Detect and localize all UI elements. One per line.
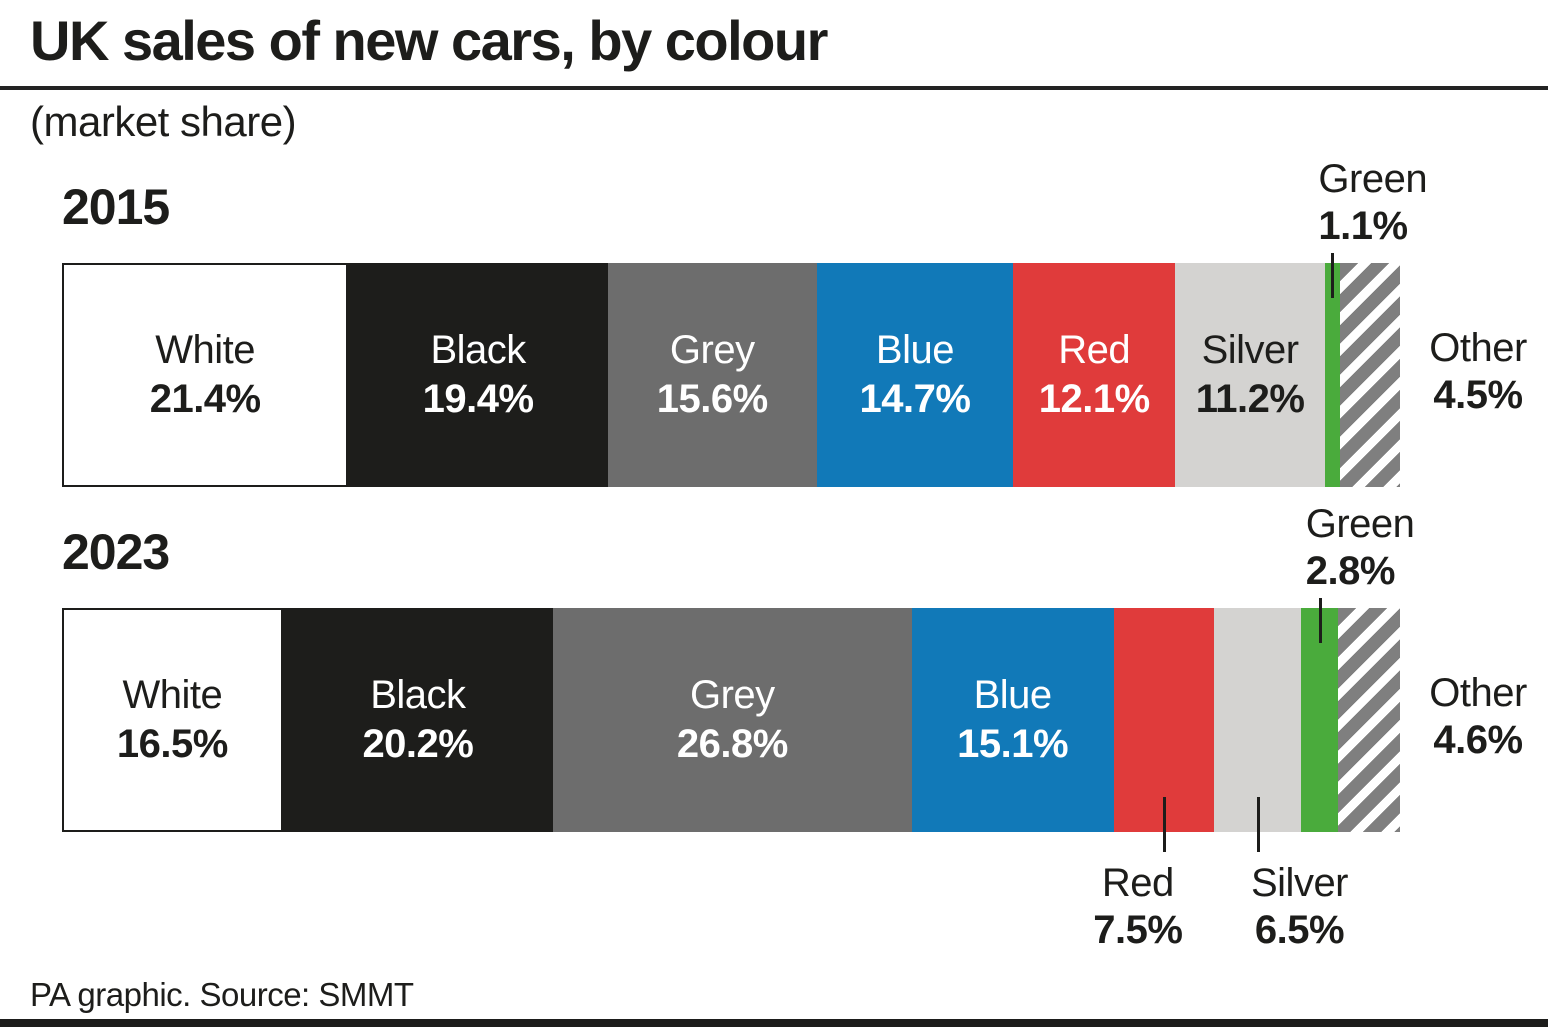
segment-label-2015-silver: Silver 11.2% [1196, 326, 1305, 424]
segment-value: 14.7% [859, 377, 971, 421]
segment-value: 11.2% [1195, 377, 1305, 421]
segment-name: Red [1058, 328, 1131, 372]
chart-row-2015: 2015 White 21.4% Black 19.4% Grey 15.6% Blue 14… [0, 150, 1548, 495]
segment-label-2023-white: White 16.5% [117, 671, 228, 769]
chart-row-2023: 2023 White 16.5% Black 20.2% Grey 26.8% Blue 15… [0, 495, 1548, 975]
bar-segment-2015-other [1339, 263, 1400, 487]
stacked-bar-2015: White 21.4% Black 19.4% Grey 15.6% Blue 14.7% Re… [62, 263, 1400, 487]
outside-name: Other [1429, 326, 1527, 370]
segment-label-2015-grey: Grey 15.6% [657, 326, 768, 424]
segment-label-2015-red: Red 12.1% [1039, 326, 1150, 424]
bar-segment-2015-grey: Grey 15.6% [607, 263, 817, 487]
callout-name: Silver [1250, 861, 1349, 905]
callout-label-2023-red: Red 7.5% [1078, 860, 1198, 954]
bottom-border-bar [0, 1019, 1548, 1027]
segment-name: Black [430, 328, 526, 372]
outside-label-2015-other: Other 4.5% [1410, 325, 1546, 419]
year-label-2015: 2015 [62, 179, 170, 235]
callout-line-2023-red [1162, 797, 1166, 852]
source-credit: PA graphic. Source: SMMT [30, 976, 414, 1013]
segment-value: 21.4% [149, 377, 261, 421]
bar-segment-2023-red [1113, 608, 1214, 832]
segment-name: Black [370, 673, 466, 717]
outside-label-2023-other: Other 4.6% [1410, 670, 1546, 764]
title-divider-rule [0, 86, 1548, 90]
segment-name: Grey [669, 328, 755, 372]
callout-value: 2.8% [1305, 549, 1396, 593]
outside-value: 4.6% [1433, 718, 1523, 762]
bar-segment-2023-silver [1213, 608, 1301, 832]
year-label-2023: 2023 [62, 524, 170, 580]
callout-name: Red [1101, 861, 1174, 905]
segment-value: 12.1% [1038, 377, 1150, 421]
segment-label-2023-blue: Blue 15.1% [957, 671, 1068, 769]
segment-value: 15.6% [656, 377, 768, 421]
segment-value: 15.1% [957, 722, 1069, 766]
callout-line-2023-silver [1256, 797, 1260, 852]
callout-value: 7.5% [1093, 908, 1183, 952]
callout-label-2023-green: Green 2.8% [1306, 501, 1415, 595]
bar-segment-2015-white: White 21.4% [62, 263, 349, 487]
bar-segment-2023-green [1300, 608, 1339, 832]
chart-subtitle: (market share) [30, 98, 297, 145]
segment-label-2015-black: Black 19.4% [423, 326, 534, 424]
bar-segment-2015-silver: Silver 11.2% [1175, 263, 1326, 487]
callout-name: Green [1305, 502, 1415, 546]
segment-label-2015-blue: Blue 14.7% [859, 326, 970, 424]
segment-value: 20.2% [362, 722, 474, 766]
segment-name: White [155, 328, 256, 372]
segment-value: 26.8% [676, 722, 788, 766]
bar-segment-2015-green [1325, 263, 1340, 487]
callout-value: 6.5% [1254, 908, 1345, 952]
segment-label-2023-black: Black 20.2% [362, 671, 473, 769]
outside-name: Other [1429, 671, 1527, 715]
outside-value: 4.5% [1433, 373, 1523, 417]
bar-segment-2023-grey: Grey 26.8% [553, 608, 912, 832]
segment-name: White [122, 673, 223, 717]
callout-label-2023-silver: Silver 6.5% [1240, 860, 1360, 954]
callout-label-2015-green: Green 1.1% [1318, 156, 1427, 250]
segment-name: Blue [973, 673, 1053, 717]
segment-name: Silver [1201, 328, 1300, 372]
segment-label-2023-grey: Grey 26.8% [677, 671, 788, 769]
bar-segment-2015-black: Black 19.4% [348, 263, 608, 487]
segment-label-2015-white: White 21.4% [150, 326, 261, 424]
segment-name: Blue [875, 328, 955, 372]
bar-segment-2023-blue: Blue 15.1% [911, 608, 1114, 832]
callout-name: Green [1318, 157, 1428, 201]
chart-title: UK sales of new cars, by colour [30, 9, 828, 72]
segment-name: Grey [689, 673, 775, 717]
bar-segment-2023-black: Black 20.2% [282, 608, 554, 832]
segment-value: 19.4% [422, 377, 534, 421]
callout-line-2015-green [1331, 253, 1335, 298]
bar-segment-2023-other [1338, 608, 1400, 832]
segment-value: 16.5% [116, 722, 228, 766]
callout-line-2023-green [1318, 598, 1322, 643]
bar-segment-2015-blue: Blue 14.7% [816, 263, 1014, 487]
bar-segment-2023-white: White 16.5% [62, 608, 283, 832]
stacked-bar-2023: White 16.5% Black 20.2% Grey 26.8% Blue 15.1% [62, 608, 1400, 832]
bar-segment-2015-red: Red 12.1% [1013, 263, 1176, 487]
callout-value: 1.1% [1318, 204, 1408, 248]
